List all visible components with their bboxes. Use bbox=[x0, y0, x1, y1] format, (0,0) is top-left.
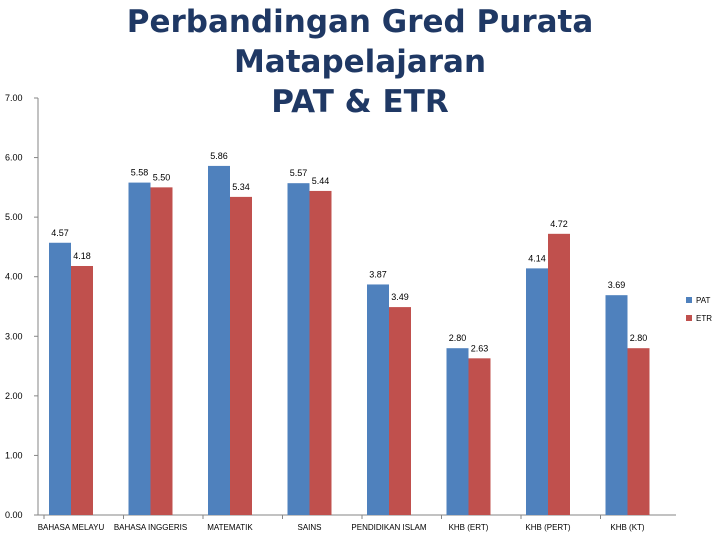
bar-etr bbox=[309, 190, 332, 515]
bar-etr bbox=[71, 265, 93, 515]
y-tick-label: 2.00 bbox=[5, 391, 23, 401]
bar-pat bbox=[605, 295, 628, 515]
bar-etr bbox=[150, 187, 173, 515]
y-tick-label: 4.00 bbox=[5, 272, 23, 282]
bar-pat bbox=[49, 242, 71, 515]
x-category-label: KHB (ERT) bbox=[449, 523, 489, 532]
data-label-pat: 3.87 bbox=[369, 269, 387, 279]
legend-label-etr: ETR bbox=[696, 314, 712, 323]
data-label-etr: 3.49 bbox=[391, 292, 409, 302]
legend-swatch-etr bbox=[686, 315, 692, 321]
data-label-etr: 5.44 bbox=[312, 176, 330, 186]
bar-etr bbox=[389, 307, 411, 515]
x-category-label: BAHASA INGGERIS bbox=[114, 523, 187, 532]
y-tick-label: 6.00 bbox=[5, 153, 23, 163]
chart-title: Perbandingan Gred Purata Matapelajaran P… bbox=[0, 2, 720, 122]
bar-pat bbox=[208, 165, 230, 515]
data-label-pat: 4.57 bbox=[51, 228, 69, 238]
x-category-label: MATEMATIK bbox=[207, 523, 253, 532]
data-label-pat: 3.69 bbox=[608, 280, 626, 290]
bar-pat bbox=[526, 268, 548, 515]
bar-pat bbox=[367, 284, 389, 515]
bar-etr bbox=[230, 196, 252, 516]
x-category-label: KHB (PERT) bbox=[525, 523, 571, 532]
y-tick-label: 0.00 bbox=[5, 510, 23, 520]
data-label-pat: 5.86 bbox=[210, 151, 228, 161]
bar-pat bbox=[446, 348, 469, 515]
y-tick-label: 5.00 bbox=[5, 212, 23, 222]
chart-title-line-1: Perbandingan Gred Purata Matapelajaran bbox=[126, 4, 594, 80]
y-tick-label: 7.00 bbox=[5, 93, 23, 103]
legend-label-pat: PAT bbox=[696, 296, 710, 305]
data-label-etr: 2.63 bbox=[471, 343, 489, 353]
y-tick-label: 3.00 bbox=[5, 331, 23, 341]
data-label-pat: 5.58 bbox=[131, 168, 149, 178]
data-label-pat: 2.80 bbox=[449, 333, 467, 343]
bar-pat bbox=[128, 182, 151, 515]
data-label-etr: 2.80 bbox=[630, 333, 648, 343]
x-category-label: SAINS bbox=[297, 523, 321, 532]
bar-etr bbox=[468, 358, 491, 515]
data-label-etr: 5.50 bbox=[153, 172, 171, 182]
data-label-etr: 4.18 bbox=[73, 251, 91, 261]
data-label-pat: 4.14 bbox=[528, 253, 546, 263]
y-tick-label: 1.00 bbox=[5, 450, 23, 460]
legend-swatch-pat bbox=[686, 297, 692, 303]
chart-title-line-2: PAT & ETR bbox=[271, 84, 449, 120]
data-label-pat: 5.57 bbox=[290, 168, 308, 178]
x-category-label: PENDIDIKAN ISLAM bbox=[351, 523, 426, 532]
data-label-etr: 4.72 bbox=[550, 219, 568, 229]
bar-etr bbox=[548, 233, 570, 515]
x-category-label: KHB (KT) bbox=[610, 523, 645, 532]
bar-pat bbox=[287, 183, 310, 516]
x-category-label: BAHASA MELAYU bbox=[38, 523, 105, 532]
data-label-etr: 5.34 bbox=[232, 182, 250, 192]
bar-etr bbox=[627, 348, 650, 515]
